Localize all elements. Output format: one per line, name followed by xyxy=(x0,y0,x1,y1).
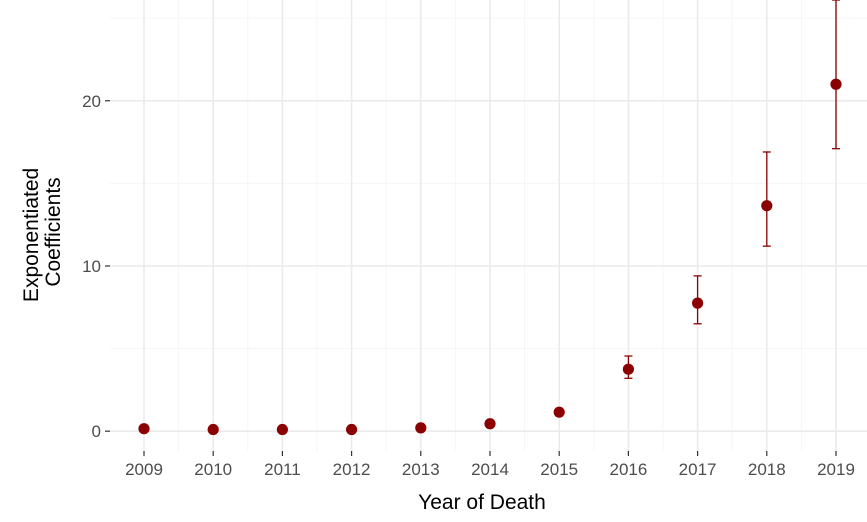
y-axis-ticks: 0 10 20 xyxy=(82,92,110,441)
x-tick-label-2017: 2017 xyxy=(679,460,717,479)
y-tick-label-20: 20 xyxy=(82,92,101,111)
x-tick-label-2015: 2015 xyxy=(540,460,578,479)
data-point-2012 xyxy=(346,423,358,436)
data-point-2016 xyxy=(622,363,635,375)
x-tick-label-2019: 2019 xyxy=(817,460,855,479)
x-axis-ticks: 2009 2010 2011 2012 2013 2014 2015 2016 2017 2018… xyxy=(125,451,855,479)
data-point-2015 xyxy=(553,406,565,418)
x-tick-label-2010: 2010 xyxy=(194,460,232,479)
y-axis-title: Exponentiated Coefficients xyxy=(20,162,65,302)
x-tick-label-2011: 2011 xyxy=(264,460,301,479)
x-tick-label-2009: 2009 xyxy=(125,460,163,479)
data-point-2011 xyxy=(276,423,288,436)
x-tick-label-2014: 2014 xyxy=(471,460,509,479)
data-point-2009 xyxy=(138,423,150,435)
x-tick-label-2016: 2016 xyxy=(609,460,647,479)
y-axis-title-line-2: Coefficients xyxy=(42,177,65,286)
y-axis-title-line-1: Exponentiated xyxy=(20,168,43,302)
y-tick-label-10: 10 xyxy=(82,257,101,276)
grid-minor xyxy=(110,0,867,451)
data-point-2013 xyxy=(415,422,427,434)
x-tick-label-2013: 2013 xyxy=(402,460,440,479)
y-tick-label-0: 0 xyxy=(92,422,101,441)
x-tick-label-2012: 2012 xyxy=(333,460,371,479)
data-point-2019 xyxy=(830,78,842,90)
data-point-2018 xyxy=(761,200,773,212)
data-point-2010 xyxy=(207,423,219,436)
x-tick-label-2018: 2018 xyxy=(748,460,786,479)
data-points xyxy=(138,78,842,436)
data-point-2017 xyxy=(692,297,704,309)
data-point-2014 xyxy=(484,418,496,430)
plot-background xyxy=(110,0,867,451)
x-axis-title: Year of Death xyxy=(418,491,546,514)
